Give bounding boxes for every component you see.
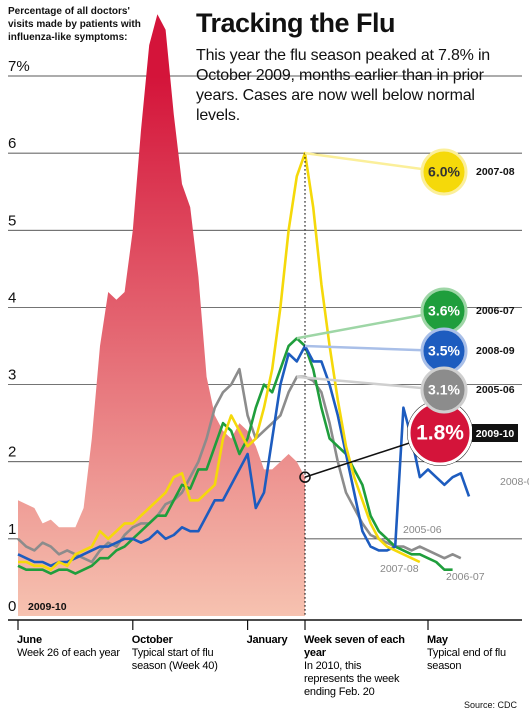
series-end-label: 2005-06 xyxy=(403,524,442,536)
series-name: 2008-09 xyxy=(476,345,515,357)
callout-label: 3.1% xyxy=(428,382,460,398)
x-tick-note: Typical end of flu season xyxy=(427,647,506,672)
source: Source: CDC xyxy=(463,700,517,710)
data xyxy=(17,14,471,617)
x-tick-group: June Week 26 of each year xyxy=(17,634,127,660)
x-tick-label: January xyxy=(246,634,288,646)
callout-label: 3.5% xyxy=(428,343,460,359)
y-axis-label: Percentage of all doctors' visits made b… xyxy=(8,6,141,43)
x-tick-note: In 2010, this represents the week ending… xyxy=(304,660,400,698)
leader-line xyxy=(296,309,445,340)
series-end-label: 2006-07 xyxy=(446,571,485,583)
y-tick-label: 6 xyxy=(8,135,16,152)
current-marker xyxy=(299,471,311,483)
series-end-label: 2008-09 xyxy=(500,476,529,488)
x-tick-label: June xyxy=(17,634,42,646)
callout-circle xyxy=(420,148,468,196)
line xyxy=(18,151,421,572)
leader-line xyxy=(296,375,445,392)
y-tick-label: 7% xyxy=(8,58,30,75)
callout-label: 1.8% xyxy=(416,422,464,445)
callout-label: 3.6% xyxy=(428,303,460,319)
x-tick-label: Week seven of each year xyxy=(304,634,405,659)
x-tick-note: Week 26 of each year xyxy=(17,647,120,659)
y-tick-label: 5 xyxy=(8,212,16,229)
x-tick-group: Week seven of each year In 2010, this rep… xyxy=(304,634,414,699)
series-name: 2005-06 xyxy=(476,384,515,396)
line xyxy=(17,336,453,575)
y-tick-label: 0 xyxy=(8,598,16,615)
series-name: 2009-10 xyxy=(476,428,515,440)
title: Tracking the Flu xyxy=(196,8,396,38)
area xyxy=(18,14,305,617)
y-tick-label: 3 xyxy=(8,367,16,384)
overlay: 0 1 2 3 4 5 6 7% 1.8% 2009-10 2009-10 6.0% 2007-08 20… xyxy=(8,58,529,616)
line xyxy=(17,344,471,568)
callout-label: 6.0% xyxy=(428,164,460,180)
x-tick-group: May Typical end of flu season xyxy=(427,634,529,673)
y-tick-label: 4 xyxy=(8,289,16,306)
subtitle: This year the flu season peaked at 7.8% … xyxy=(196,47,491,124)
series-name: 2007-08 xyxy=(476,166,515,178)
x-tick-group: October Typical start of flu season (Week… xyxy=(132,634,242,673)
y-tick-label: 2 xyxy=(8,444,16,461)
x-tick-label: October xyxy=(131,634,173,646)
series-end-label: 2007-08 xyxy=(380,563,419,575)
y-tick-label: 1 xyxy=(8,521,16,538)
x-tick-group: January xyxy=(247,634,357,647)
series-name: 2006-07 xyxy=(476,305,515,317)
callout-circle xyxy=(420,366,468,414)
name-box xyxy=(472,424,518,442)
x-tick-label: May xyxy=(427,634,448,646)
series-end-label: 2009-10 xyxy=(28,601,67,613)
x-tick-note: Typical start of flu season (Week 40) xyxy=(131,647,218,672)
line xyxy=(17,367,462,564)
